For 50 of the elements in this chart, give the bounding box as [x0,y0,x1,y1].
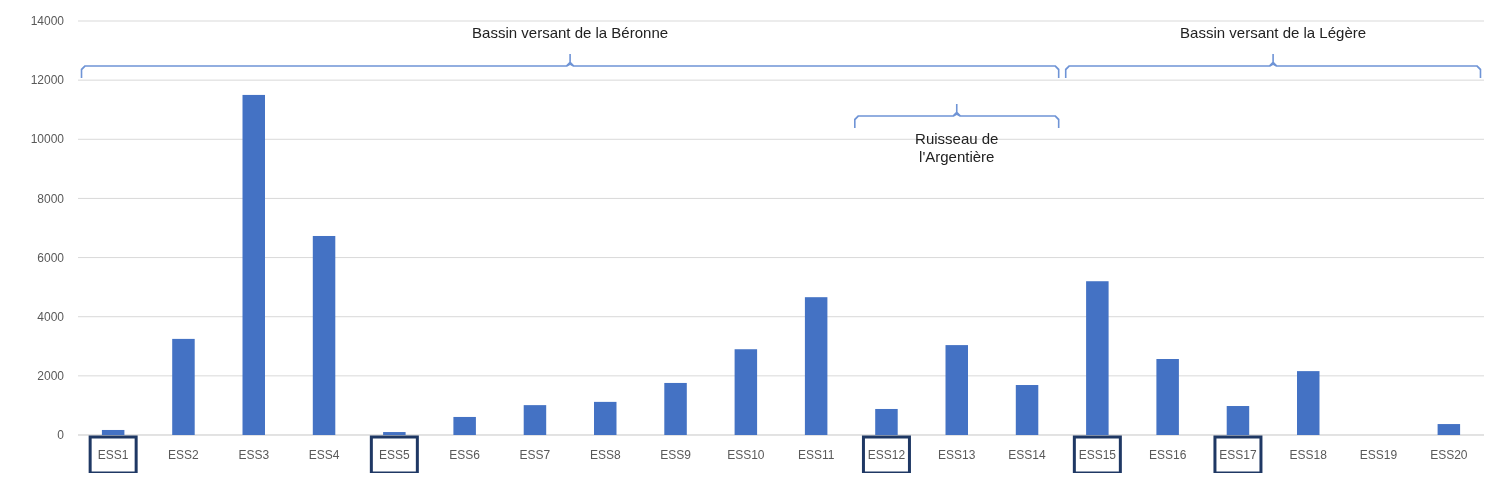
x-tick-label: ESS9 [660,448,692,462]
y-tick-label: 14000 [30,14,65,29]
y-tick-label: 12000 [30,73,65,88]
x-tick-label: ESS13 [938,448,976,462]
bar [594,401,617,435]
bar [312,235,336,435]
bar [242,94,265,435]
x-tick-label: ESS14 [1008,448,1047,462]
bar [945,345,968,435]
x-tick-label: ESS7 [519,448,551,462]
annotation: Bassin versant de la Béronne [472,24,669,41]
bar [875,408,898,435]
annotation: Bassin versant de la Légère [1180,24,1367,41]
bar [1437,424,1461,435]
x-tick-label: ESS6 [449,448,481,462]
annotation: Ruisseau de l'Argentière [915,130,999,165]
x-tick-label: ESS10 [727,448,765,462]
x-tick-label: ESS5 [379,448,411,462]
bar [1156,359,1179,435]
x-tick-label: ESS2 [168,448,200,462]
y-tick-label: 10000 [30,132,65,147]
bar [1086,281,1109,435]
bar [1226,406,1250,435]
x-tick-label: ESS20 [1430,448,1468,462]
x-tick-label: ESS12 [867,448,906,462]
bar [453,416,476,435]
x-tick-label: ESS17 [1219,448,1257,462]
x-tick-label: ESS3 [238,448,270,462]
bar [664,382,687,435]
bar [1297,371,1320,435]
y-tick-label: 8000 [37,191,65,206]
bar [383,432,406,435]
y-tick-label: 2000 [37,369,65,384]
bar [172,338,195,435]
y-tick-label: 6000 [37,250,65,265]
bar [734,349,758,435]
y-tick-label: 0 [57,428,65,443]
bar [1015,385,1039,435]
x-tick-label: ESS19 [1359,448,1398,462]
x-tick-label: ESS15 [1078,448,1117,462]
x-tick-label: ESS4 [308,448,340,462]
bar [804,297,828,435]
bar [523,405,547,435]
x-tick-label: ESS1 [97,448,129,462]
x-tick-label: ESS11 [797,448,835,462]
y-tick-label: 4000 [37,309,65,324]
x-tick-label: ESS16 [1148,448,1187,462]
x-tick-label: ESS8 [589,448,621,462]
x-tick-label: ESS18 [1289,448,1328,462]
bar [101,429,125,435]
